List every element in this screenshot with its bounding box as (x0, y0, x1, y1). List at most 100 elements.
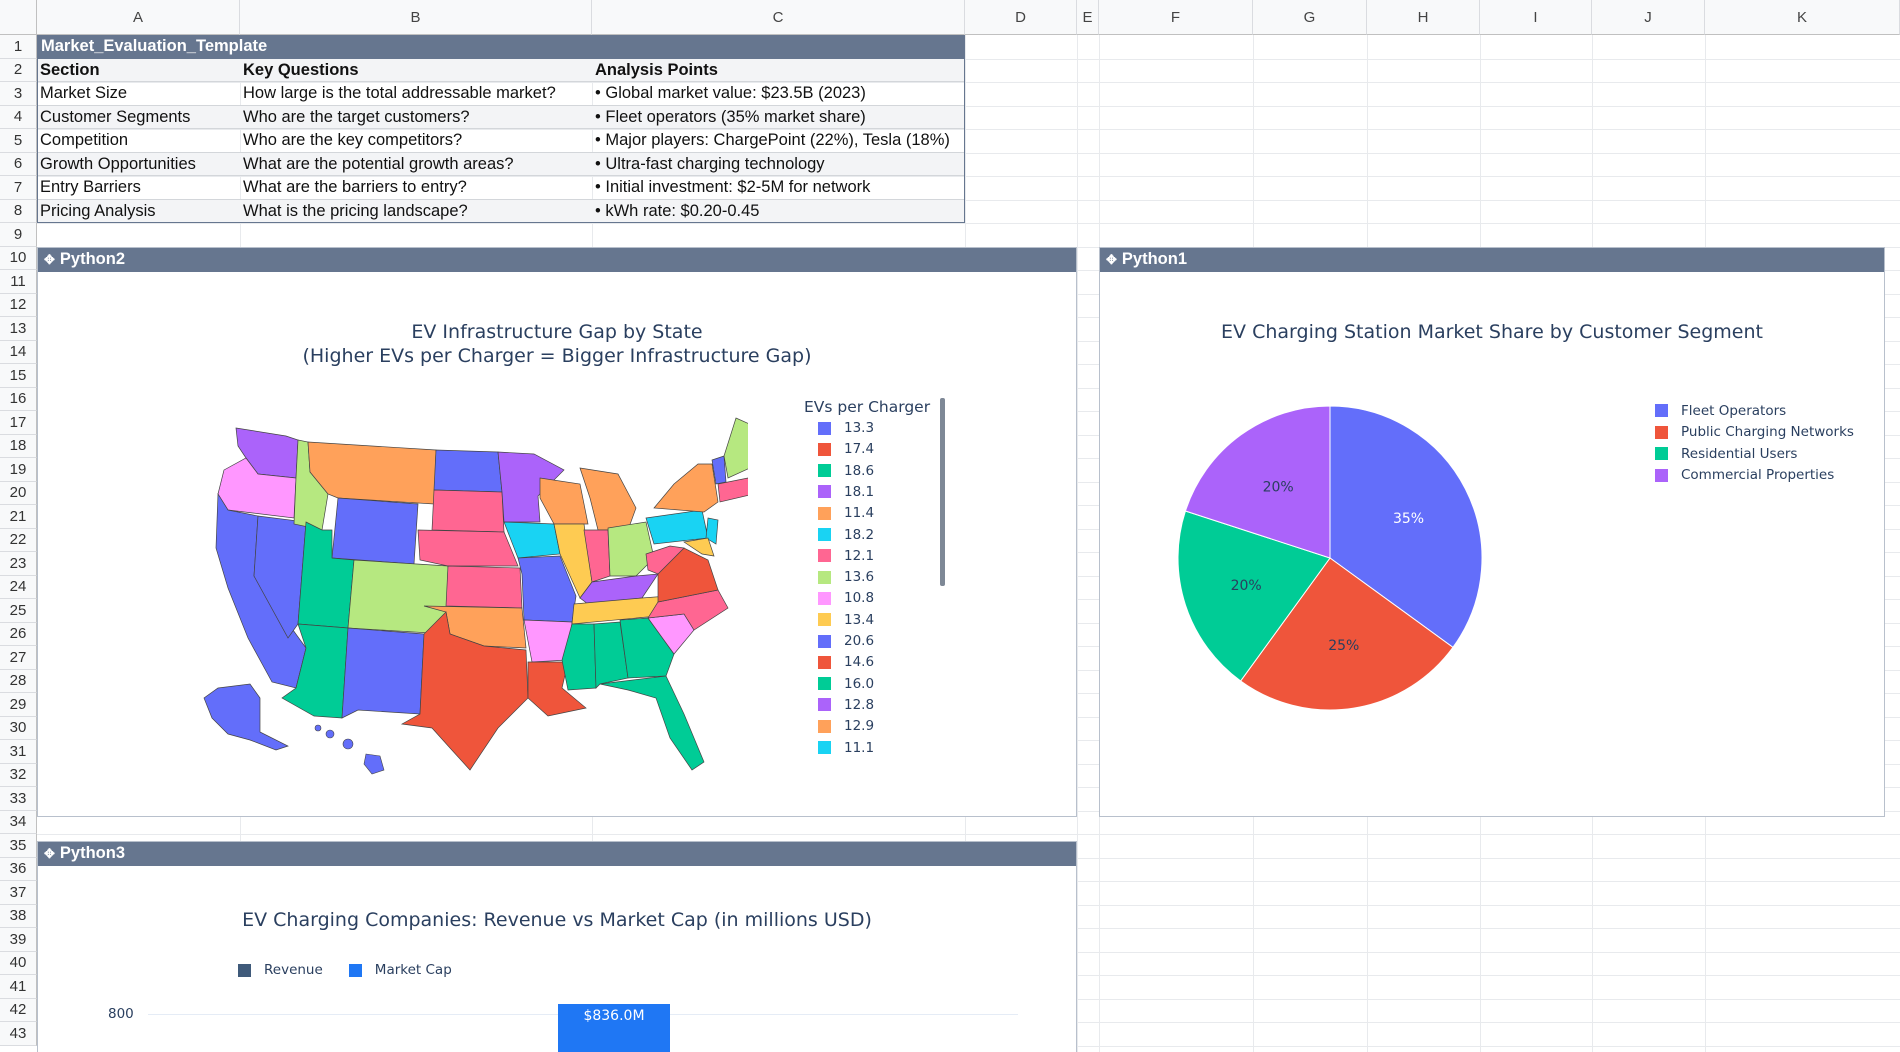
row-header-26[interactable]: 26 (0, 622, 37, 646)
row-header-17[interactable]: 17 (0, 411, 37, 435)
row-header-14[interactable]: 14 (0, 340, 37, 364)
row-header-30[interactable]: 30 (0, 716, 37, 740)
column-header-h[interactable]: H (1367, 0, 1480, 35)
row-header-4[interactable]: 4 (0, 105, 37, 129)
bar-legend-item[interactable]: Market Cap (348, 962, 452, 978)
table-cell[interactable]: Market Size (40, 84, 128, 103)
pie-legend-item[interactable]: Public Charging Networks (1655, 422, 1854, 444)
table-cell[interactable]: What are the potential growth areas? (243, 154, 514, 173)
row-header-9[interactable]: 9 (0, 223, 37, 247)
row-header-13[interactable]: 13 (0, 317, 37, 341)
python2-chart-panel[interactable]: ✥ Python2 EV Infrastructure Gap by State… (37, 247, 1077, 817)
row-header-38[interactable]: 38 (0, 904, 37, 928)
row-header-1[interactable]: 1 (0, 35, 37, 59)
map-legend-item[interactable]: 20.6 (818, 633, 874, 649)
map-legend-item[interactable]: 18.2 (818, 527, 874, 543)
row-header-21[interactable]: 21 (0, 505, 37, 529)
bar-legend-item[interactable]: Revenue (238, 962, 323, 978)
market-cap-bar[interactable]: $836.0M (558, 1004, 670, 1052)
pie-chart[interactable]: 35% 25% 20% 20% (1160, 388, 1500, 728)
table-cell[interactable]: • Ultra-fast charging technology (595, 154, 825, 173)
pie-slice[interactable] (1184, 405, 1331, 559)
column-header-d[interactable]: D (965, 0, 1077, 35)
table-cell[interactable]: What are the barriers to entry? (243, 178, 467, 197)
python2-panel-header[interactable]: ✥ Python2 (38, 248, 1076, 272)
table-title[interactable]: Market_Evaluation_Template (37, 35, 965, 59)
table-cell[interactable]: • Global market value: $23.5B (2023) (595, 84, 866, 103)
pie-legend[interactable]: Fleet Operators Public Charging Networks R… (1655, 400, 1854, 486)
map-legend[interactable]: 13.3 17.4 18.6 18.1 11.4 18.2 12.1 13.6 10.8 13.4… (818, 420, 948, 756)
row-header-40[interactable]: 40 (0, 951, 37, 975)
row-header-7[interactable]: 7 (0, 176, 37, 200)
python1-panel-header[interactable]: ✥ Python1 (1100, 248, 1884, 272)
column-header-b[interactable]: B (240, 0, 592, 35)
table-cell[interactable]: Pricing Analysis (40, 201, 156, 220)
row-header-41[interactable]: 41 (0, 975, 37, 999)
row-header-22[interactable]: 22 (0, 528, 37, 552)
pie-legend-item[interactable]: Fleet Operators (1655, 400, 1854, 422)
row-header-25[interactable]: 25 (0, 599, 37, 623)
map-legend-item[interactable]: 14.6 (818, 654, 874, 670)
map-legend-item[interactable]: 13.3 (818, 420, 874, 436)
table-cell[interactable]: What is the pricing landscape? (243, 201, 468, 220)
row-header-31[interactable]: 31 (0, 740, 37, 764)
map-legend-item[interactable]: 12.8 (818, 697, 874, 713)
row-header-29[interactable]: 29 (0, 693, 37, 717)
row-header-8[interactable]: 8 (0, 199, 37, 223)
pie-slice[interactable] (1239, 557, 1454, 711)
column-header-j[interactable]: J (1592, 0, 1705, 35)
row-header-37[interactable]: 37 (0, 881, 37, 905)
map-legend-item[interactable]: 11.1 (818, 740, 874, 756)
row-header-11[interactable]: 11 (0, 270, 37, 294)
row-header-33[interactable]: 33 (0, 787, 37, 811)
row-header-10[interactable]: 10 (0, 246, 37, 270)
table-header-cell[interactable]: Key Questions (243, 60, 359, 79)
table-cell[interactable]: • Fleet operators (35% market share) (595, 107, 866, 126)
map-legend-item[interactable]: 13.4 (818, 612, 874, 628)
us-choropleth-map[interactable] (188, 398, 748, 778)
pie-legend-item[interactable]: Commercial Properties (1655, 465, 1854, 487)
map-legend-item[interactable]: 18.6 (818, 463, 874, 479)
row-header-19[interactable]: 19 (0, 458, 37, 482)
row-header-28[interactable]: 28 (0, 669, 37, 693)
row-header-18[interactable]: 18 (0, 434, 37, 458)
row-header-36[interactable]: 36 (0, 857, 37, 881)
map-legend-item[interactable]: 12.9 (818, 718, 874, 734)
pie-slice[interactable] (1329, 405, 1483, 649)
table-cell[interactable]: How large is the total addressable marke… (243, 84, 556, 103)
row-header-6[interactable]: 6 (0, 152, 37, 176)
table-cell[interactable]: Who are the key competitors? (243, 131, 463, 150)
row-header-32[interactable]: 32 (0, 763, 37, 787)
column-header-k[interactable]: K (1705, 0, 1900, 35)
row-header-15[interactable]: 15 (0, 364, 37, 388)
map-legend-item[interactable]: 13.6 (818, 569, 874, 585)
row-header-24[interactable]: 24 (0, 575, 37, 599)
python3-panel-header[interactable]: ✥ Python3 (38, 842, 1076, 866)
table-cell[interactable]: • kWh rate: $0.20-0.45 (595, 201, 760, 220)
row-header-3[interactable]: 3 (0, 82, 37, 106)
map-legend-item[interactable]: 18.1 (818, 484, 874, 500)
map-legend-item[interactable]: 16.0 (818, 676, 874, 692)
pie-legend-item[interactable]: Residential Users (1655, 443, 1854, 465)
map-legend-item[interactable]: 17.4 (818, 441, 874, 457)
column-header-i[interactable]: I (1480, 0, 1592, 35)
row-header-35[interactable]: 35 (0, 834, 37, 858)
column-header-f[interactable]: F (1099, 0, 1253, 35)
row-header-12[interactable]: 12 (0, 293, 37, 317)
map-legend-item[interactable]: 11.4 (818, 505, 874, 521)
column-header-c[interactable]: C (592, 0, 965, 35)
map-legend-item[interactable]: 10.8 (818, 590, 874, 606)
row-header-20[interactable]: 20 (0, 481, 37, 505)
table-cell[interactable]: Customer Segments (40, 107, 191, 126)
row-header-16[interactable]: 16 (0, 387, 37, 411)
row-header-34[interactable]: 34 (0, 810, 37, 834)
row-header-42[interactable]: 42 (0, 998, 37, 1022)
legend-scrollbar[interactable] (940, 398, 945, 586)
bar-legend[interactable]: Revenue Market Cap (238, 962, 452, 978)
table-cell[interactable]: • Major players: ChargePoint (22%), Tesl… (595, 131, 950, 150)
row-header-5[interactable]: 5 (0, 129, 37, 153)
row-header-2[interactable]: 2 (0, 58, 37, 82)
select-all-corner[interactable] (0, 0, 37, 35)
column-header-e[interactable]: E (1077, 0, 1099, 35)
